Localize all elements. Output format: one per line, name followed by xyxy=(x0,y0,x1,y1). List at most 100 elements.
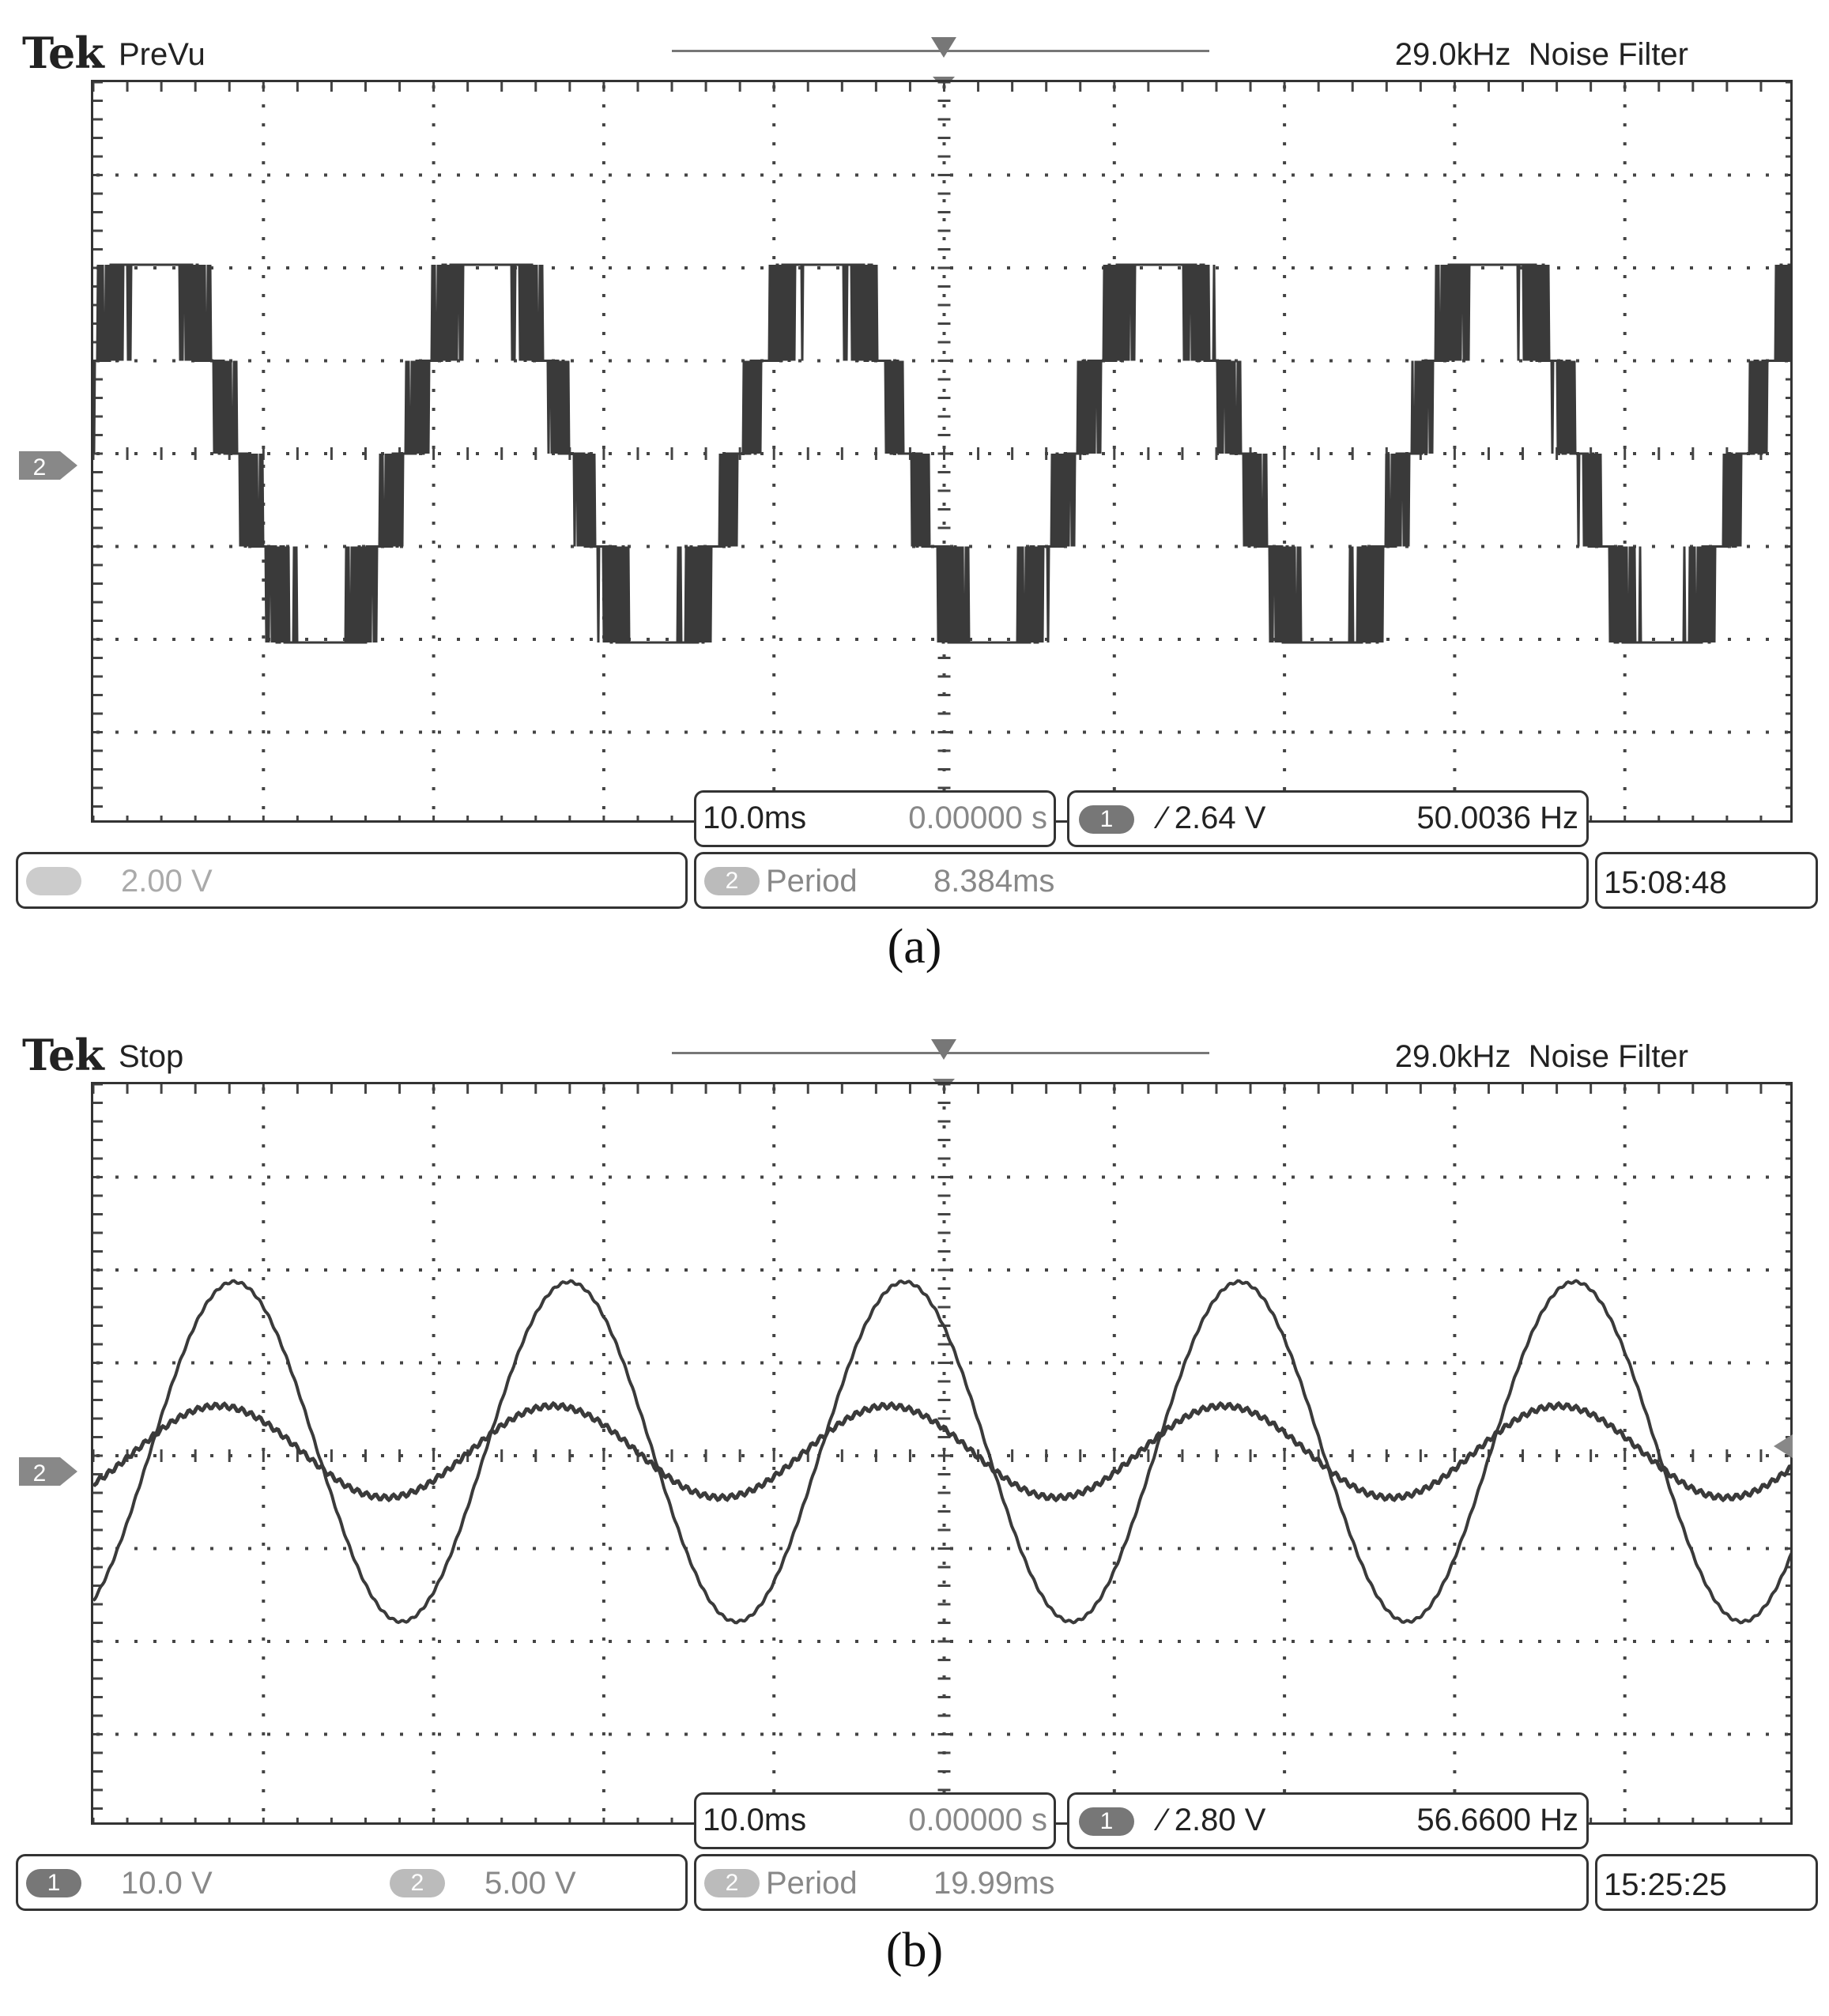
grid-dot xyxy=(817,1547,820,1551)
grid-dot xyxy=(1462,730,1465,734)
grid-dot xyxy=(855,1547,858,1551)
brand-logo: Tek xyxy=(22,1030,104,1080)
grid-dot xyxy=(1623,1789,1627,1792)
grid-dot xyxy=(1329,173,1333,177)
measurement-readout[interactable]: 2 Period 19.99ms xyxy=(694,1854,1589,1911)
grid-dot xyxy=(969,1732,972,1736)
channel-scale-readout[interactable]: 1 10.0 V 2 5.00 V xyxy=(16,1854,688,1911)
grid-dot xyxy=(969,730,972,734)
grid-dot xyxy=(1007,173,1010,177)
grid-dot xyxy=(931,266,934,269)
grid-dot xyxy=(1283,541,1287,544)
grid-dot xyxy=(1026,1268,1029,1272)
grid-dot xyxy=(942,1656,946,1660)
grid-dot xyxy=(1283,1125,1287,1129)
grid-dot xyxy=(590,173,593,177)
grid-dot xyxy=(1112,408,1116,411)
grid-dot xyxy=(115,545,119,548)
grid-dot xyxy=(1045,1175,1048,1179)
grid-dot xyxy=(772,1618,776,1622)
grid-dot xyxy=(1405,1361,1409,1365)
channel-scale-readout[interactable]: 2.00 V xyxy=(16,852,688,909)
grid-dot xyxy=(772,1675,776,1679)
timebase-readout[interactable]: 10.0ms 0.00000 s xyxy=(694,1792,1056,1849)
grid-dot xyxy=(772,256,776,259)
grid-dot xyxy=(1235,545,1238,548)
grid-dot xyxy=(381,173,384,177)
grid-dot xyxy=(432,711,436,714)
grid-dot xyxy=(1386,1361,1390,1365)
trigger-readout[interactable]: 1 ∕ 2.80 V 56.6600 Hz xyxy=(1067,1792,1589,1849)
grid-dot xyxy=(1557,1268,1560,1272)
grid-dot xyxy=(931,730,934,734)
grid-dot xyxy=(457,730,460,734)
grid-dot xyxy=(772,1524,776,1527)
grid-dot xyxy=(1235,1175,1238,1179)
grid-dot xyxy=(1728,1732,1731,1736)
grid-dot xyxy=(942,541,946,544)
grid-dot xyxy=(262,1163,266,1166)
grid-dot xyxy=(741,1361,745,1365)
channel-2-scale: 5.00 V xyxy=(485,1866,576,1901)
grid-dot xyxy=(1112,218,1116,221)
grid-dot xyxy=(772,199,776,202)
grid-dot xyxy=(1159,1268,1162,1272)
grid-dot xyxy=(817,452,820,455)
grid-dot xyxy=(1283,1637,1287,1641)
grid-dot xyxy=(1283,654,1287,658)
grid-dot xyxy=(1623,218,1627,221)
grid-dot xyxy=(772,389,776,392)
grid-dot xyxy=(609,359,612,363)
grid-dot xyxy=(1576,359,1579,363)
graticule[interactable] xyxy=(91,80,1793,823)
grid-dot xyxy=(134,730,138,734)
grid-dot xyxy=(305,545,308,548)
grid-dot xyxy=(305,173,308,177)
grid-dot xyxy=(1216,266,1219,269)
grid-dot xyxy=(1310,1732,1314,1736)
trigger-readout[interactable]: 1 ∕ 2.64 V 50.0036 Hz xyxy=(1067,790,1589,847)
grid-dot xyxy=(229,1454,232,1457)
grid-dot xyxy=(1623,1732,1627,1735)
grid-dot xyxy=(1453,484,1457,487)
channel-2-marker[interactable]: 2 xyxy=(16,1454,79,1489)
grid-dot xyxy=(229,545,232,548)
grid-dot xyxy=(1283,1258,1287,1261)
channel-2-marker[interactable]: 2 xyxy=(16,448,79,483)
grid-dot xyxy=(1671,173,1674,177)
grid-dot xyxy=(432,1391,436,1394)
grid-dot xyxy=(1064,173,1067,177)
measurement-readout[interactable]: 2 Period 8.384ms xyxy=(694,852,1589,909)
trigger-position-value: 0.00000 s xyxy=(908,1803,1047,1837)
grid-dot xyxy=(153,1454,157,1457)
grid-dot xyxy=(1747,1268,1750,1272)
grid-dot xyxy=(1652,1732,1655,1736)
grid-dot xyxy=(836,1175,839,1179)
grid-dot xyxy=(1652,1454,1655,1457)
timebase-readout[interactable]: 10.0ms 0.00000 s xyxy=(694,790,1056,847)
grid-dot xyxy=(1481,452,1484,455)
grid-dot xyxy=(432,578,436,582)
grid-dot xyxy=(1614,1547,1617,1551)
grid-dot xyxy=(893,1732,896,1736)
grid-dot xyxy=(836,1732,839,1736)
grid-dot xyxy=(1453,1334,1457,1337)
grid-dot xyxy=(1690,452,1693,455)
grid-dot xyxy=(1348,173,1352,177)
grid-dot xyxy=(1453,1315,1457,1318)
grid-dot xyxy=(134,1732,138,1736)
grid-dot xyxy=(772,408,776,411)
graticule[interactable] xyxy=(91,1082,1793,1825)
filter-info: 29.0kHz Noise Filter xyxy=(1395,37,1688,73)
measure-value: 19.99ms xyxy=(933,1866,1055,1901)
grid-dot xyxy=(153,1640,157,1643)
grid-dot xyxy=(134,359,138,363)
grid-dot xyxy=(305,266,308,269)
grid-dot xyxy=(893,1361,896,1365)
grid-dot xyxy=(262,104,266,107)
grid-dot xyxy=(601,730,605,733)
grid-dot xyxy=(1500,266,1503,269)
grid-dot xyxy=(1623,1618,1627,1622)
grid-dot xyxy=(229,266,232,269)
grid-dot xyxy=(1283,1713,1287,1716)
